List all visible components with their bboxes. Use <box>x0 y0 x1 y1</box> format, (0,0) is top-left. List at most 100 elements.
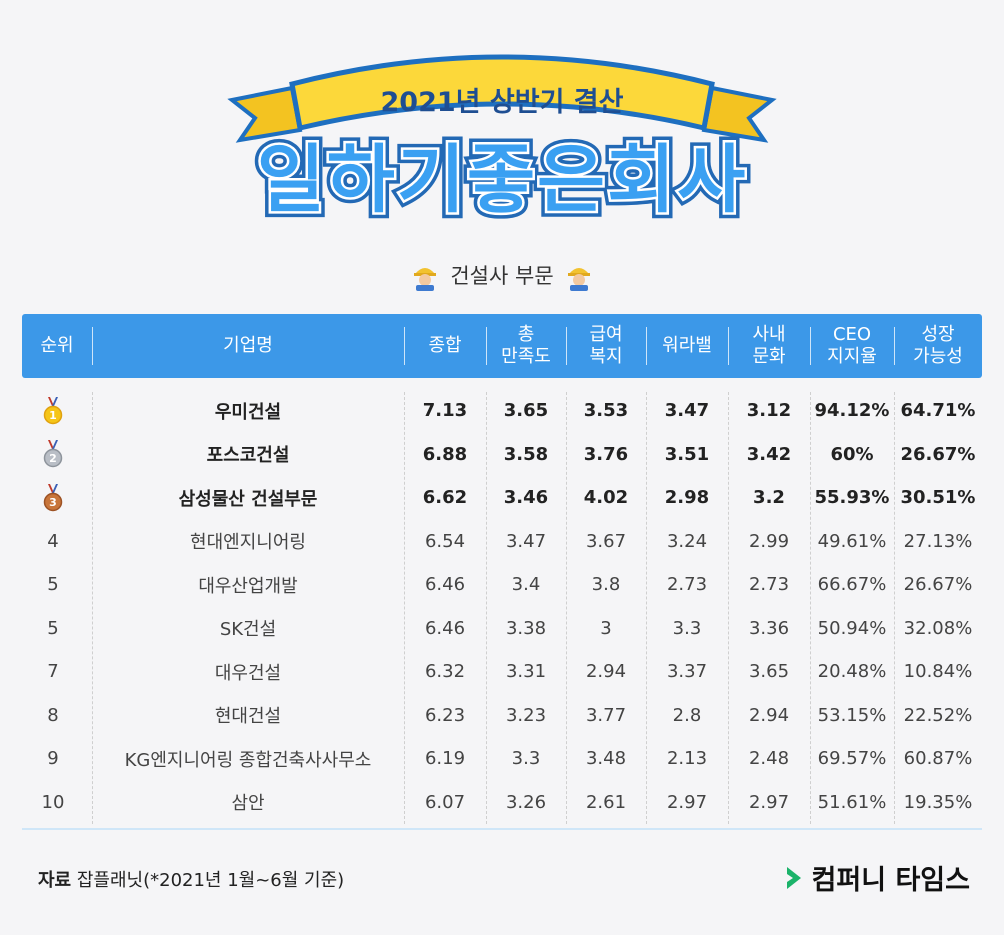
rank-cell: 5 <box>47 617 59 639</box>
column-divider <box>810 392 811 824</box>
table-row: 5 대우산업개발 6.46 3.4 3.8 2.73 2.73 66.67% 26.67% <box>22 563 982 606</box>
pay-cell: 2.61 <box>585 791 627 813</box>
culture-cell: 3.65 <box>748 661 790 682</box>
wlb-cell: 3.47 <box>664 400 710 421</box>
header-ceo: CEO 지지율 <box>827 324 877 367</box>
culture-cell: 2.73 <box>748 574 790 595</box>
ceo-cell: 60% <box>830 443 874 465</box>
culture-cell: 3.12 <box>746 400 792 421</box>
wlb-cell: 3.3 <box>672 617 702 639</box>
column-divider <box>894 392 895 824</box>
footer-divider <box>22 828 982 830</box>
ceo-cell: 66.67% <box>817 574 887 595</box>
rank-cell: 8 <box>47 704 59 726</box>
total-cell: 6.46 <box>424 574 466 595</box>
total-cell: 6.54 <box>424 530 466 552</box>
pay-cell: 3.76 <box>583 443 629 465</box>
brand-name: 컴퍼니 타임스 <box>811 865 970 896</box>
table-row: 7 대우건설 6.32 3.31 2.94 3.37 3.65 20.48% 10.84% <box>22 650 982 693</box>
rank-cell: 7 <box>47 661 59 682</box>
header-company: 기업명 <box>223 335 273 356</box>
culture-cell: 2.94 <box>748 704 790 726</box>
total-cell: 6.19 <box>424 748 466 769</box>
ceo-cell: 51.61% <box>817 791 887 813</box>
company-cell: KG엔지니어링 종합건축사사무소 <box>124 749 372 771</box>
satisfaction-cell: 3.31 <box>505 661 547 682</box>
rank-cell: 2 <box>22 433 84 476</box>
title-banner <box>227 54 777 143</box>
growth-cell: 60.87% <box>903 748 973 769</box>
culture-cell: 2.99 <box>748 530 790 552</box>
satisfaction-cell: 3.65 <box>503 400 549 421</box>
total-cell: 7.13 <box>422 400 468 421</box>
table-header: 순위 기업명 종합 총 만족도 급여 복지 워라밸 사내 문화 CEO 지지율 성장 가능… <box>22 314 982 378</box>
pay-cell: 3 <box>600 617 612 639</box>
pay-cell: 3.8 <box>591 574 621 595</box>
table-row: 9 KG엔지니어링 종합건축사사무소 6.19 3.3 3.48 2.13 2.48 69.5… <box>22 737 982 780</box>
medal-number: 2 <box>49 452 57 465</box>
ceo-cell: 49.61% <box>817 530 887 552</box>
total-cell: 6.88 <box>422 443 468 465</box>
header-rank: 순위 <box>40 335 74 356</box>
banner-subtitle: 2021년 상반기 결산 <box>380 87 624 118</box>
banner-title-fill: 일하기좋은회사 <box>254 135 748 226</box>
satisfaction-cell: 3.38 <box>505 617 547 639</box>
wlb-cell: 3.51 <box>664 443 710 465</box>
section-heading: 건설사 부문 <box>0 260 1004 291</box>
total-cell: 6.62 <box>422 487 468 508</box>
culture-cell: 3.42 <box>746 443 792 465</box>
column-divider <box>566 392 567 824</box>
banner-title: 일하기좋은회사 <box>251 131 752 229</box>
column-divider <box>646 392 647 824</box>
header-wlb: 워라밸 <box>662 335 712 356</box>
company-cell: 현대건설 <box>214 706 282 727</box>
culture-cell: 2.97 <box>748 791 790 813</box>
column-divider <box>404 392 405 824</box>
table-row: 10 삼안 6.07 3.26 2.61 2.97 2.97 51.61% 19.35% <box>22 781 982 824</box>
rank-cell: 4 <box>47 530 59 552</box>
growth-cell: 26.67% <box>903 574 973 595</box>
pay-cell: 3.48 <box>585 748 627 769</box>
rank-cell: 10 <box>41 791 65 813</box>
wlb-cell: 2.8 <box>672 704 702 726</box>
company-cell: 대우건설 <box>214 662 282 684</box>
header-total: 종합 <box>428 335 462 356</box>
rank-cell: 3 <box>22 476 84 519</box>
satisfaction-cell: 3.47 <box>505 530 547 552</box>
satisfaction-cell: 3.23 <box>505 704 547 726</box>
pay-cell: 4.02 <box>583 487 629 508</box>
ceo-cell: 20.48% <box>817 661 887 682</box>
table-row: 3 삼성물산 건설부문 6.62 3.46 4.02 2.98 3.2 55.93% 30.51… <box>22 476 982 519</box>
wlb-cell: 2.13 <box>666 748 708 769</box>
satisfaction-cell: 3.58 <box>503 443 549 465</box>
growth-cell: 30.51% <box>900 487 976 508</box>
table-row: 5 SK건설 6.46 3.38 3 3.3 3.36 50.94% 32.08% <box>22 607 982 650</box>
pay-cell: 3.77 <box>585 704 627 726</box>
company-cell: SK건설 <box>219 619 277 640</box>
header-pay: 급여 복지 <box>589 324 623 367</box>
satisfaction-cell: 3.46 <box>503 487 549 508</box>
growth-cell: 10.84% <box>903 661 973 682</box>
satisfaction-cell: 3.4 <box>511 574 541 595</box>
rank-cell: 9 <box>47 748 59 769</box>
company-cell: 현대엔지니어링 <box>190 532 306 553</box>
ceo-cell: 55.93% <box>814 487 890 508</box>
growth-cell: 22.52% <box>903 704 973 726</box>
construction-worker-icon <box>568 268 591 291</box>
ceo-cell: 94.12% <box>814 400 890 421</box>
pay-cell: 3.67 <box>585 530 627 552</box>
wlb-cell: 2.98 <box>664 487 710 508</box>
column-divider <box>92 392 93 824</box>
ceo-cell: 50.94% <box>817 617 887 639</box>
column-divider <box>728 392 729 824</box>
table-row: 4 현대엔지니어링 6.54 3.47 3.67 3.24 2.99 49.61% 27.13% <box>22 520 982 563</box>
wlb-cell: 3.24 <box>666 530 708 552</box>
company-cell: 대우산업개발 <box>198 575 298 597</box>
company-cell: 포스코건설 <box>206 445 290 466</box>
medal-number: 3 <box>49 496 57 509</box>
satisfaction-cell: 3.26 <box>505 791 547 813</box>
rank-cell: 5 <box>47 574 59 595</box>
rank-cell: 1 <box>22 389 84 432</box>
table-row: 1 우미건설 7.13 3.65 3.53 3.47 3.12 94.12% 64.71% <box>22 389 982 432</box>
culture-cell: 3.36 <box>748 617 790 639</box>
